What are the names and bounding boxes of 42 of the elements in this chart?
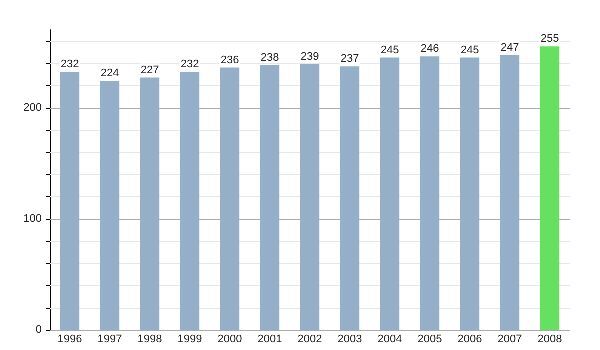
bar bbox=[460, 58, 480, 330]
data-label: 236 bbox=[220, 54, 240, 66]
data-label: 232 bbox=[60, 58, 80, 71]
data-label: 247 bbox=[500, 42, 520, 54]
bar bbox=[380, 58, 400, 330]
x-tick-label: 1998 bbox=[138, 334, 162, 346]
bar bbox=[500, 56, 520, 330]
bar bbox=[260, 66, 280, 330]
bar bbox=[420, 56, 440, 330]
x-tick-label: 2007 bbox=[498, 334, 522, 346]
y-tick-label: 0 bbox=[36, 324, 42, 336]
x-tick-label: 2000 bbox=[218, 334, 242, 346]
y-tick-label: 200 bbox=[24, 102, 42, 114]
x-tick-label: 2004 bbox=[378, 334, 402, 346]
bar bbox=[220, 68, 240, 330]
x-tick-label: 2002 bbox=[298, 334, 322, 346]
data-label: 245 bbox=[380, 44, 400, 56]
x-tick-label: 2005 bbox=[418, 334, 442, 346]
bar bbox=[300, 64, 320, 330]
x-tick-label: 2001 bbox=[258, 334, 282, 346]
bar bbox=[60, 72, 80, 330]
data-label: 245 bbox=[460, 44, 480, 56]
bar bbox=[180, 72, 200, 330]
x-tick-label: 2006 bbox=[458, 334, 482, 346]
bar bbox=[100, 81, 120, 330]
data-label: 227 bbox=[140, 64, 160, 76]
x-tick-label: 2008 bbox=[538, 334, 562, 346]
bar bbox=[540, 46, 560, 330]
data-label: 238 bbox=[260, 52, 280, 64]
data-label: 237 bbox=[340, 53, 360, 66]
x-tick-label: 1997 bbox=[98, 334, 122, 346]
data-label: 255 bbox=[540, 33, 560, 46]
x-tick-label: 1999 bbox=[178, 334, 202, 346]
data-label: 232 bbox=[180, 58, 200, 71]
bar bbox=[140, 78, 160, 330]
data-label: 246 bbox=[420, 43, 440, 56]
x-tick-label: 1996 bbox=[58, 334, 82, 346]
bar bbox=[340, 66, 360, 330]
data-label: 239 bbox=[300, 50, 320, 63]
x-tick-label: 2003 bbox=[338, 334, 362, 346]
y-tick-label: 100 bbox=[24, 212, 42, 225]
data-label: 224 bbox=[100, 68, 120, 80]
